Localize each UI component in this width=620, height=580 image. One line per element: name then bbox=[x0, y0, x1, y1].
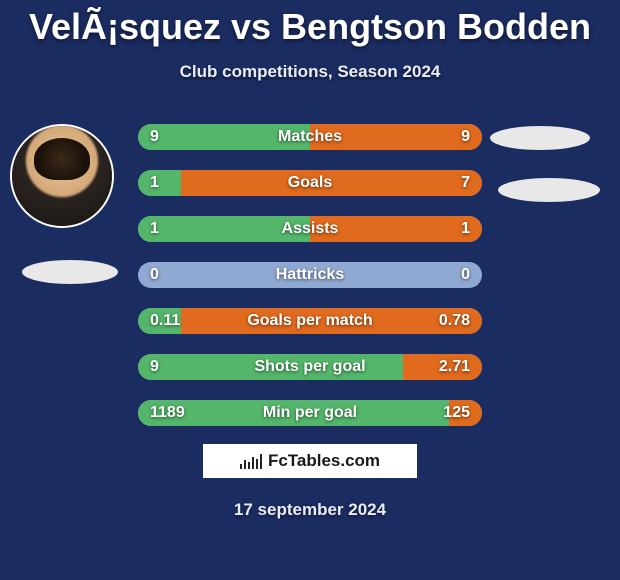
stat-row: 92.71Shots per goal bbox=[138, 354, 482, 380]
stat-label: Goals per match bbox=[138, 308, 482, 334]
brand-bars-icon bbox=[240, 453, 262, 469]
stat-row: 00Hattricks bbox=[138, 262, 482, 288]
stat-row: 99Matches bbox=[138, 124, 482, 150]
stat-row: 0.110.78Goals per match bbox=[138, 308, 482, 334]
stat-label: Min per goal bbox=[138, 400, 482, 426]
player-face-placeholder bbox=[12, 126, 112, 226]
comparison-page: VelÃ¡squez vs Bengtson Bodden Club compe… bbox=[0, 0, 620, 580]
date-text: 17 september 2024 bbox=[0, 500, 620, 520]
subtitle: Club competitions, Season 2024 bbox=[0, 62, 620, 82]
stat-label: Hattricks bbox=[138, 262, 482, 288]
page-title: VelÃ¡squez vs Bengtson Bodden bbox=[0, 0, 620, 48]
photo-shadow-left bbox=[22, 260, 118, 284]
brand-badge: FcTables.com bbox=[203, 444, 417, 478]
stat-label: Shots per goal bbox=[138, 354, 482, 380]
player-photo-left bbox=[10, 124, 114, 228]
stat-label: Assists bbox=[138, 216, 482, 242]
stat-label: Goals bbox=[138, 170, 482, 196]
stat-row: 17Goals bbox=[138, 170, 482, 196]
stat-label: Matches bbox=[138, 124, 482, 150]
stats-container: 99Matches 17Goals 11Assists 00Hattricks 0.11… bbox=[138, 124, 482, 446]
photo-shadow-right-1 bbox=[490, 126, 590, 150]
photo-shadow-right-2 bbox=[498, 178, 600, 202]
stat-row: 11Assists bbox=[138, 216, 482, 242]
stat-row: 1189125Min per goal bbox=[138, 400, 482, 426]
brand-text: FcTables.com bbox=[268, 451, 380, 471]
